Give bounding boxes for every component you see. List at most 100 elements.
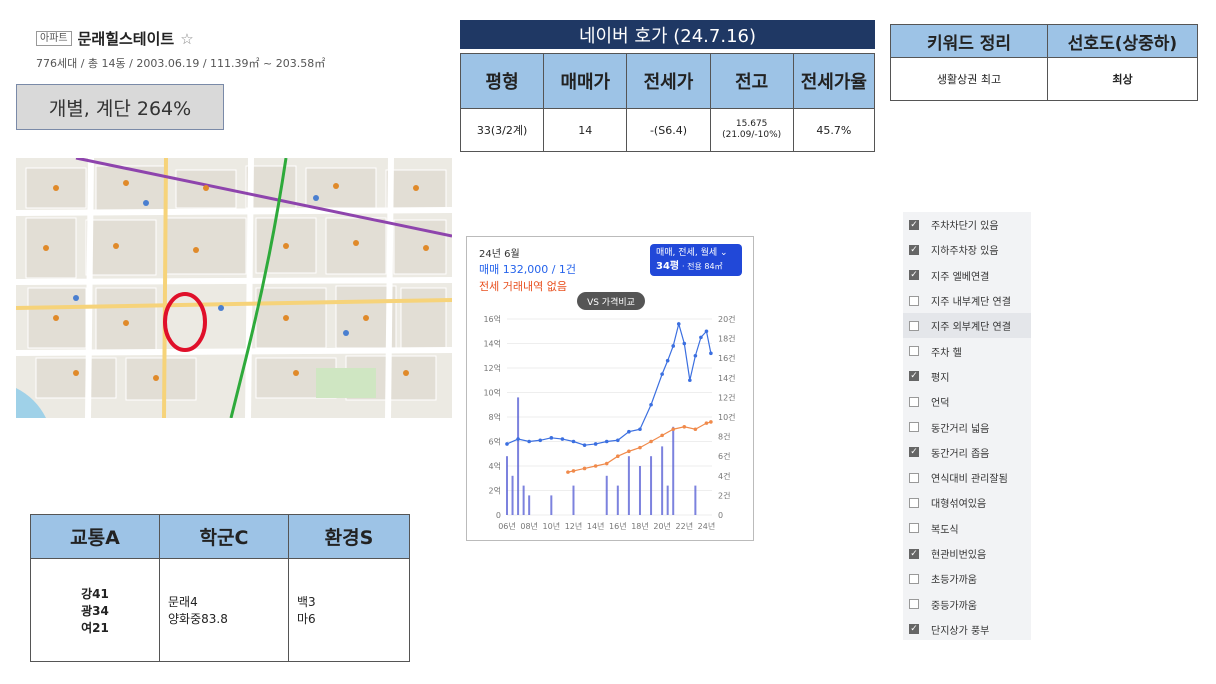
checkbox-checked-icon[interactable]: ✓ — [909, 270, 919, 281]
cell-previous-high: 15.675 (21.09/-10%) — [709, 108, 794, 152]
map-graphic — [16, 158, 452, 418]
checkbox-unchecked-icon[interactable] — [909, 573, 919, 584]
checklist-item[interactable]: 연식대비 관리잘됨 — [903, 465, 1031, 490]
checklist-item[interactable]: 대형섞여있음 — [903, 490, 1031, 515]
chart-period: 24년 6월 — [479, 249, 520, 260]
header-school: 학군C — [159, 514, 289, 559]
header-previous-high: 전고 — [709, 53, 794, 109]
volume-bar — [550, 495, 553, 515]
checklist-item[interactable]: ✓ 현관비번있음 — [903, 541, 1031, 566]
price-point — [676, 322, 681, 326]
y-right-tick-label: 2건 — [718, 490, 730, 500]
price-chart-card: 24년 6월 매매 132,000 / 1건 전세 거래내역 없음 매매, 전세… — [466, 236, 754, 541]
checklist-label: 동간거리 좁음 — [931, 448, 990, 460]
checkbox-checked-icon[interactable]: ✓ — [909, 624, 919, 635]
vs-compare-button[interactable]: VS 가격비교 — [577, 292, 645, 310]
volume-bar — [616, 485, 619, 515]
checklist-item[interactable]: 중등가까움 — [903, 591, 1031, 616]
checklist-item[interactable]: ✓ 평지 — [903, 364, 1031, 389]
checkbox-checked-icon[interactable]: ✓ — [909, 219, 919, 230]
header-preference: 선호도(상중하) — [1047, 24, 1198, 58]
checklist-item[interactable]: 초등가까움 — [903, 566, 1031, 591]
checklist-label: 평지 — [931, 372, 950, 384]
x-tick-label: 20년 — [653, 521, 671, 531]
header-jeonse-price: 전세가 — [626, 53, 711, 109]
naver-quote-section: 네이버 호가 (24.7.16) 평형 매매가 전세가 전고 전세가율 33(3… — [459, 20, 876, 152]
header-jeonse-ratio: 전세가율 — [792, 53, 876, 109]
floor-area-ratio-box: 개별, 계단 264% — [16, 84, 224, 130]
x-tick-label: 06년 — [498, 521, 516, 531]
header-pyeong: 평형 — [459, 53, 545, 109]
price-point — [582, 443, 587, 447]
cell-pyeong: 33(3/2계) — [459, 108, 545, 152]
y-right-tick-label: 20건 — [718, 314, 736, 324]
cell-jeonse-price: -(S6.4) — [626, 108, 711, 152]
y-right-tick-label: 12건 — [718, 392, 736, 402]
checkbox-unchecked-icon[interactable] — [909, 320, 919, 331]
x-tick-label: 12년 — [565, 521, 583, 531]
volume-bar — [638, 466, 641, 515]
checkbox-unchecked-icon[interactable] — [909, 295, 919, 306]
checklist-item[interactable]: 복도식 — [903, 516, 1031, 541]
apartment-name[interactable]: 문래힐스테이트 — [77, 30, 175, 48]
cell-transport: 강41 광34 여21 — [30, 558, 160, 662]
checkbox-checked-icon[interactable]: ✓ — [909, 244, 919, 255]
checklist-item[interactable]: 지주 내부계단 연결 — [903, 288, 1031, 313]
price-point — [649, 402, 653, 407]
checkbox-unchecked-icon[interactable] — [909, 497, 919, 508]
star-icon[interactable]: ☆ — [180, 29, 194, 48]
checklist-label: 지주 내부계단 연결 — [931, 297, 1011, 309]
checklist-item[interactable]: ✓ 단지상가 풍부 — [903, 617, 1031, 642]
y-right-tick-label: 6건 — [718, 451, 730, 461]
x-tick-label: 10년 — [543, 521, 561, 531]
chart-sale-summary: 매매 132,000 / 1건 — [479, 263, 577, 276]
checklist-item[interactable]: ✓ 주차차단기 있음 — [903, 212, 1031, 237]
y-left-tick-label: 2억 — [489, 486, 501, 496]
volume-bar — [661, 446, 664, 515]
checklist-item[interactable]: 언덕 — [903, 389, 1031, 414]
price-line — [506, 321, 712, 446]
checklist-item[interactable]: 주차 헬 — [903, 338, 1031, 363]
checkbox-checked-icon[interactable]: ✓ — [909, 371, 919, 382]
checkbox-checked-icon[interactable]: ✓ — [909, 447, 919, 458]
checkbox-unchecked-icon[interactable] — [909, 599, 919, 610]
y-left-tick-label: 6억 — [489, 437, 501, 447]
checkbox-unchecked-icon[interactable] — [909, 523, 919, 534]
checklist-item[interactable]: ✓ 지하주차장 있음 — [903, 237, 1031, 262]
checklist-item[interactable]: ✓ 지주 엘베연결 — [903, 263, 1031, 288]
checklist-item[interactable]: 지주 외부계단 연결 — [903, 313, 1031, 339]
y-left-tick-label: 10억 — [483, 388, 501, 398]
apartment-type-tag: 아파트 — [36, 31, 72, 46]
apartment-info: 776세대 / 총 14동 / 2003.06.19 / 111.39㎡ ~ 2… — [36, 57, 326, 70]
checklist-item[interactable]: ✓ 동간거리 좁음 — [903, 440, 1031, 465]
price-chart: 0 2억 4억 6억 8억 10억 12억 14억 16억 0 2건 4건 6건 8건 10건 12건 14건 1… — [483, 314, 736, 531]
checklist-label: 지주 엘베연결 — [931, 271, 990, 283]
location-map[interactable] — [16, 158, 452, 418]
price-point — [665, 358, 670, 363]
cell-school: 문래4 양화중83.8 — [159, 558, 289, 662]
checkbox-unchecked-icon[interactable] — [909, 396, 919, 407]
checkbox-unchecked-icon[interactable] — [909, 422, 919, 433]
price-point — [671, 427, 676, 432]
filter-area: 34평 — [656, 261, 680, 272]
checklist-item[interactable]: 동간거리 넓음 — [903, 414, 1031, 439]
price-point — [649, 439, 653, 444]
volume-bar — [522, 485, 525, 515]
cell-environment: 백3 마6 — [288, 558, 410, 662]
y-left-tick-label: 12억 — [483, 363, 501, 373]
price-point — [688, 378, 692, 383]
keyword-table: 키워드 정리 선호도(상중하) 생활상권 최고 최상 — [890, 24, 1198, 101]
checkbox-checked-icon[interactable]: ✓ — [909, 548, 919, 559]
chart-jeonse-summary: 전세 거래내역 없음 — [479, 280, 567, 293]
deal-type-filter-button[interactable]: 매매, 전세, 월세 ⌄ 34평 · 전용 84㎡ — [650, 244, 742, 276]
checklist-label: 현관비번있음 — [931, 550, 987, 561]
price-point — [704, 329, 709, 334]
checkbox-unchecked-icon[interactable] — [909, 346, 919, 357]
y-right-tick-label: 4건 — [718, 471, 730, 481]
price-point — [549, 436, 554, 440]
price-point — [693, 427, 698, 432]
checklist-label: 지하주차장 있음 — [931, 246, 999, 258]
checkbox-unchecked-icon[interactable] — [909, 472, 919, 483]
header-transport: 교통A — [30, 514, 160, 559]
checklist-label: 언덕 — [931, 398, 950, 410]
